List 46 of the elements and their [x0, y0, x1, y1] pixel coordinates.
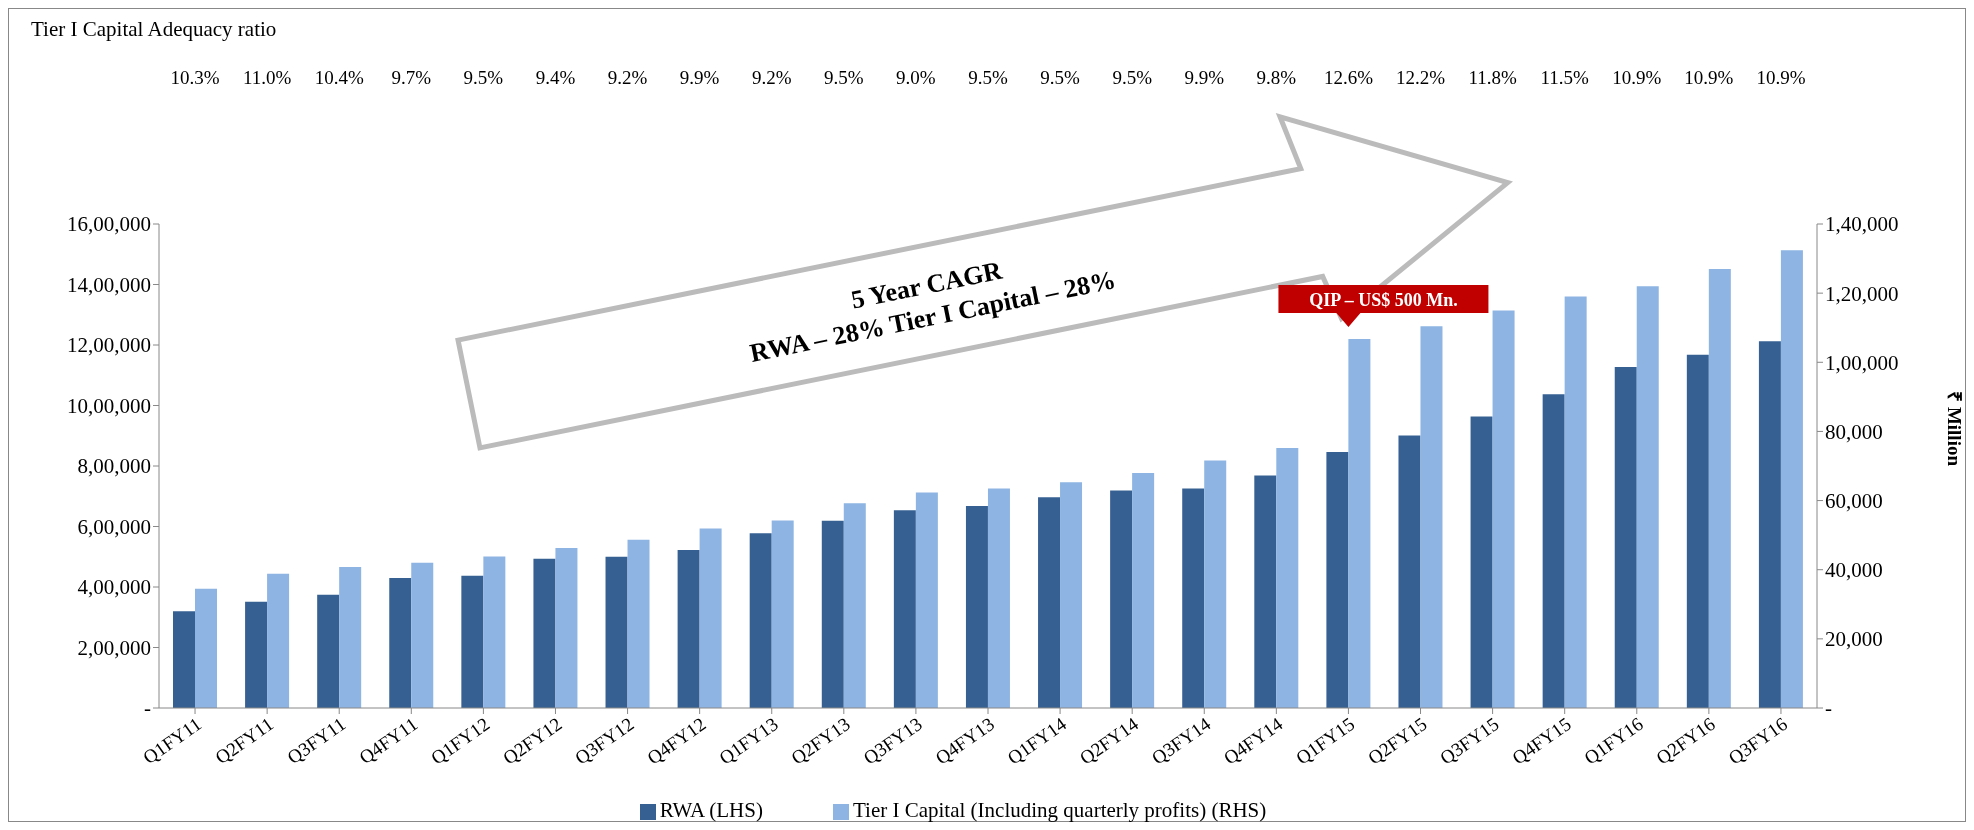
text: 9.5%: [462, 67, 505, 89]
y2-tick-label: 80,000: [1825, 419, 1883, 444]
legend-label: Tier I Capital (Including quarterly profits) (RHS): [852, 798, 1267, 822]
y-tick-label: 2,00,000: [77, 635, 151, 660]
chart-title: Tier I Capital Adequacy ratio: [31, 17, 277, 42]
text: 11.8%: [1467, 67, 1518, 89]
text: 10.4%: [313, 67, 365, 89]
text: 9.4%: [534, 67, 577, 89]
text: 9.5%: [1039, 67, 1081, 89]
y2-tick-label: 40,000: [1825, 558, 1883, 583]
text: 10.9%: [1683, 67, 1735, 89]
text: 9.5%: [823, 67, 865, 89]
text: 10.9%: [1611, 67, 1663, 89]
y2-tick-label: 1,40,000: [1825, 212, 1899, 237]
y2-tick-label: 60,000: [1825, 489, 1883, 514]
y-tick-label: 8,00,000: [77, 454, 151, 479]
annotation: QIP – US$ 500 Mn.: [1309, 290, 1458, 310]
y-tick-label: 14,00,000: [67, 272, 151, 297]
text: 9.7%: [390, 67, 433, 89]
text: 9.5%: [967, 67, 1009, 89]
y-tick-label: 12,00,000: [67, 333, 151, 358]
text: 11.0%: [241, 67, 293, 89]
text: 11.5%: [1539, 67, 1590, 89]
text: 9.8%: [1255, 67, 1298, 89]
y2-tick-label: 1,20,000: [1825, 281, 1899, 306]
legend-label: RWA (LHS): [659, 798, 763, 822]
y-tick-label: 16,00,000: [67, 212, 151, 237]
y2-tick-label: -: [1825, 696, 1832, 721]
text: 10.3%: [169, 67, 221, 89]
annotation: 5 Year CAGR RWA – 28% Tier I Capital – 28%: [747, 255, 1119, 368]
text: 9.9%: [678, 67, 721, 89]
text: 9.2%: [750, 67, 793, 89]
y2-axis-title: ₹ Million: [1944, 391, 1966, 467]
y-tick-label: 4,00,000: [77, 575, 151, 600]
text: 12.2%: [1394, 67, 1447, 89]
text: 9.2%: [606, 67, 649, 89]
y-tick-label: 10,00,000: [67, 393, 151, 418]
y-tick-label: 6,00,000: [77, 514, 151, 539]
y2-tick-label: 1,00,000: [1825, 350, 1899, 375]
y-tick-label: -: [144, 696, 151, 721]
y2-tick-label: 20,000: [1825, 627, 1883, 652]
text: 9.9%: [1183, 67, 1226, 89]
text: 9.0%: [895, 67, 937, 89]
text: 9.5%: [1111, 67, 1153, 89]
text: 12.6%: [1322, 67, 1374, 89]
text: 10.9%: [1755, 67, 1807, 89]
